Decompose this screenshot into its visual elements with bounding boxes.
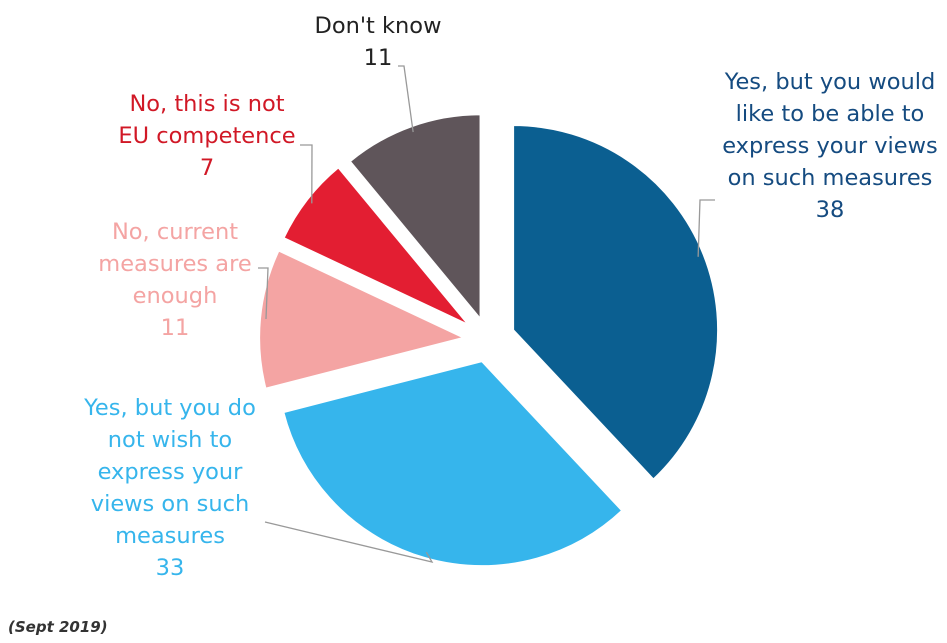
leader-line	[398, 65, 414, 133]
value-label: 11	[363, 45, 393, 71]
label-yes-do-not-wish: Yes, but you do not wish to express your…	[70, 392, 270, 584]
leader-line	[697, 199, 715, 257]
leader-line	[264, 521, 434, 563]
pie-slice	[282, 360, 624, 568]
value-label: 11	[160, 315, 190, 341]
value-label: 38	[815, 197, 845, 223]
footnote: (Sept 2019)	[8, 618, 108, 636]
pie-slice	[258, 249, 468, 390]
label-yes-would-like: Yes, but you would like to be able to ex…	[720, 66, 940, 226]
pie-slice	[512, 124, 720, 481]
label-no-eu-competence: No, this is not EU competence 7	[102, 88, 312, 184]
pie-slice	[282, 165, 470, 327]
value-label: 7	[199, 155, 215, 181]
pie-slice	[348, 113, 482, 323]
value-label: 33	[155, 555, 185, 581]
label-no-current-enough: No, current measures are enough 11	[90, 216, 260, 344]
leader-line	[258, 267, 269, 320]
label-dont-know: Don't know 11	[298, 10, 458, 74]
leader-line	[300, 144, 313, 204]
